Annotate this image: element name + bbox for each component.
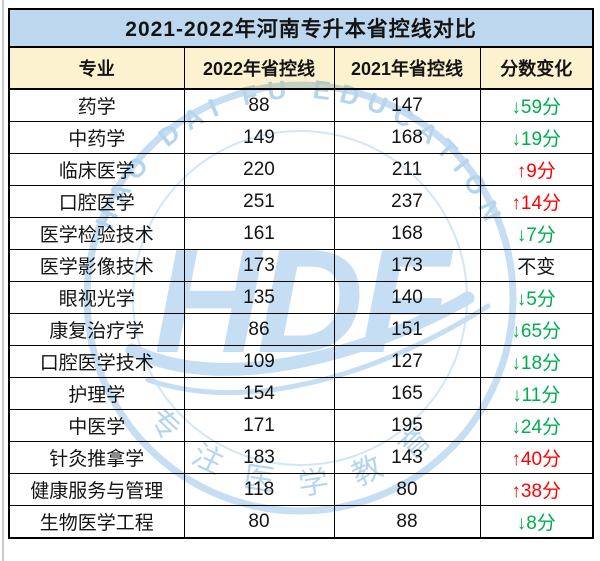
cell-change: ↓7分 [479, 217, 594, 250]
cell-2021-line: 211 [333, 153, 481, 186]
table-row: 临床医学 220 211 ↑9分 [8, 153, 594, 186]
cell-2022-line: 109 [183, 345, 335, 378]
cell-change: ↓18分 [479, 345, 594, 378]
cell-change: ↓59分 [479, 88, 594, 122]
cell-2022-line: 171 [183, 409, 335, 442]
header-row: 专业 2022年省控线 2021年省控线 分数变化 [8, 46, 594, 90]
cell-2022-line: 183 [183, 441, 335, 474]
cell-2021-line: 147 [333, 88, 481, 122]
cell-major: 医学影像技术 [8, 249, 185, 282]
table-row: 眼视光学 135 140 ↓5分 [8, 281, 594, 314]
cell-2022-line: 118 [183, 473, 335, 506]
cell-2021-line: 173 [333, 249, 481, 282]
cell-major: 眼视光学 [8, 281, 185, 314]
cell-change: ↓24分 [479, 409, 594, 442]
cell-2022-line: 161 [183, 217, 335, 250]
cell-2021-line: 143 [333, 441, 481, 474]
table-row: 医学影像技术 173 173 不变 [8, 249, 594, 282]
cell-major: 药学 [8, 88, 185, 122]
cell-major: 中药学 [8, 121, 185, 154]
table-body: 药学 88 147 ↓59分 中药学 149 168 ↓19分 临床医学 220 211 ↑9分 口腔医… [8, 88, 594, 539]
cell-2022-line: 220 [183, 153, 335, 186]
table-row: 针灸推拿学 183 143 ↑40分 [8, 441, 594, 474]
cell-2021-line: 80 [333, 473, 481, 506]
cell-2022-line: 135 [183, 281, 335, 314]
cell-2022-line: 86 [183, 313, 335, 346]
cell-2022-line: 149 [183, 121, 335, 154]
cell-2021-line: 88 [333, 505, 481, 539]
table-row: 中医学 171 195 ↓24分 [8, 409, 594, 442]
column-header-change: 分数变化 [479, 46, 594, 90]
cell-major: 口腔医学 [8, 185, 185, 218]
cell-2022-line: 80 [183, 505, 335, 539]
cell-2021-line: 127 [333, 345, 481, 378]
cell-major: 临床医学 [8, 153, 185, 186]
cell-change: ↑9分 [479, 153, 594, 186]
score-comparison-table: 2021-2022年河南专升本省控线对比 专业 2022年省控线 2021年省控… [8, 8, 594, 539]
cell-major: 健康服务与管理 [8, 473, 185, 506]
cell-major: 针灸推拿学 [8, 441, 185, 474]
cell-2021-line: 237 [333, 185, 481, 218]
cell-change: ↓11分 [479, 377, 594, 410]
cell-change: ↑38分 [479, 473, 594, 506]
cell-2022-line: 88 [183, 88, 335, 122]
cell-change: ↑40分 [479, 441, 594, 474]
table-row: 康复治疗学 86 151 ↓65分 [8, 313, 594, 346]
cell-major: 护理学 [8, 377, 185, 410]
cell-2021-line: 168 [333, 121, 481, 154]
cell-2021-line: 168 [333, 217, 481, 250]
column-header-major: 专业 [8, 46, 185, 90]
cell-change: ↓5分 [479, 281, 594, 314]
table-row: 中药学 149 168 ↓19分 [8, 121, 594, 154]
column-header-2022-line: 2022年省控线 [183, 46, 335, 90]
cell-change: ↓19分 [479, 121, 594, 154]
cell-change: ↓65分 [479, 313, 594, 346]
table-row: 护理学 154 165 ↓11分 [8, 377, 594, 410]
page-edge-line [2, 0, 4, 561]
cell-2021-line: 140 [333, 281, 481, 314]
column-header-2021-line: 2021年省控线 [333, 46, 481, 90]
table-row: 口腔医学技术 109 127 ↓18分 [8, 345, 594, 378]
cell-major: 医学检验技术 [8, 217, 185, 250]
table-row: 健康服务与管理 118 80 ↑38分 [8, 473, 594, 506]
table-row: 口腔医学 251 237 ↑14分 [8, 185, 594, 218]
title-row: 2021-2022年河南专升本省控线对比 [8, 8, 594, 48]
cell-change: ↑14分 [479, 185, 594, 218]
table-row: 药学 88 147 ↓59分 [8, 88, 594, 122]
table-title: 2021-2022年河南专升本省控线对比 [8, 8, 594, 48]
cell-2022-line: 173 [183, 249, 335, 282]
cell-change: 不变 [479, 249, 594, 282]
cell-major: 中医学 [8, 409, 185, 442]
cell-major: 生物医学工程 [8, 505, 185, 539]
table-row: 生物医学工程 80 88 ↓8分 [8, 505, 594, 539]
cell-2021-line: 165 [333, 377, 481, 410]
cell-2022-line: 251 [183, 185, 335, 218]
cell-major: 康复治疗学 [8, 313, 185, 346]
table-row: 医学检验技术 161 168 ↓7分 [8, 217, 594, 250]
cell-2021-line: 151 [333, 313, 481, 346]
cell-2021-line: 195 [333, 409, 481, 442]
cell-change: ↓8分 [479, 505, 594, 539]
cell-2022-line: 154 [183, 377, 335, 410]
cell-major: 口腔医学技术 [8, 345, 185, 378]
